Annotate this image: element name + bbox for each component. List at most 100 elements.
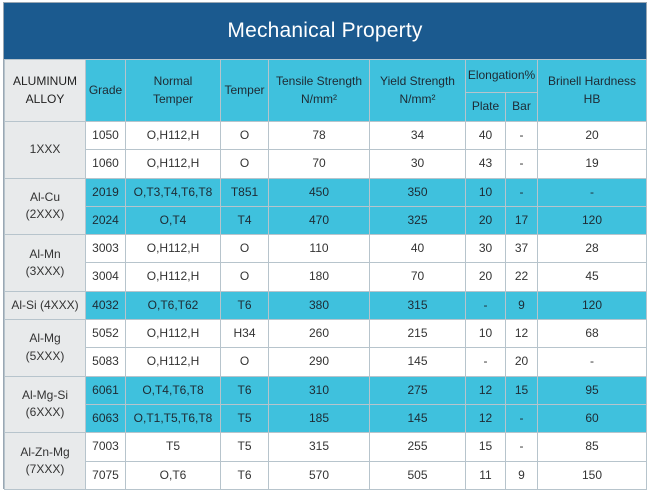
yield-cell: 315 xyxy=(369,290,466,321)
table-row: 2024 O,T4 T4 470 325 20 17 120 xyxy=(5,205,648,236)
table-row: 5083 O,H112,H O 290 145-20- xyxy=(5,347,648,377)
table-row: Al-Si (4XXX) 4032 O,T6,T62 T6 380 315-9 120 xyxy=(4,290,648,321)
grade-cell: 7003 xyxy=(85,432,126,462)
alloy-group-cell: Al-Zn-Mg (7XXX) xyxy=(4,432,86,490)
table-row: 1060 O,H112,H O 70 30 43-19 xyxy=(5,149,648,179)
plate-cell: 20 xyxy=(465,205,506,236)
tensile-cell: 70 xyxy=(268,149,370,179)
plate-cell: 10 xyxy=(465,177,506,207)
property-panel: Mechanical Property ALUMINUM ALLOY Grade … xyxy=(3,2,648,490)
tensile-cell: 380 xyxy=(268,290,370,321)
normal-temper-cell: O,T3,T4,T6,T8 xyxy=(125,177,221,207)
hardness-cell: 20 xyxy=(537,120,648,151)
plate-cell: - xyxy=(465,290,506,321)
tensile-cell: 78 xyxy=(268,120,370,151)
temper-cell: T851 xyxy=(220,177,269,207)
table-row: 7075 O,T6 T6 570 505 11 9 150 xyxy=(5,460,648,490)
normal-temper-cell: O,H112,H xyxy=(125,347,221,377)
table-row: Al-Cu (2XXX) 2019 O,T3,T4,T6,T8 T851 450 350 10… xyxy=(4,177,648,236)
plate-cell: 10 xyxy=(465,319,506,349)
header-grade: Grade xyxy=(85,59,126,122)
grade-cell: 5052 xyxy=(85,319,126,349)
tensile-cell: 315 xyxy=(268,432,370,462)
plate-cell: 12 xyxy=(465,375,506,405)
hardness-cell: - xyxy=(537,177,648,207)
yield-cell: 30 xyxy=(369,149,466,179)
temper-cell: T6 xyxy=(220,460,269,490)
plate-cell: 43 xyxy=(465,149,506,179)
yield-cell: 275 xyxy=(369,375,466,405)
tensile-cell: 450 xyxy=(268,177,370,207)
temper-cell: O xyxy=(220,262,269,292)
table-title: Mechanical Property xyxy=(4,3,646,59)
yield-cell: 70 xyxy=(369,262,466,292)
header-plate: Plate xyxy=(465,92,506,122)
header-aluminum-alloy: ALUMINUM ALLOY xyxy=(4,59,86,122)
hardness-cell: 28 xyxy=(537,234,648,264)
bar-cell: - xyxy=(504,403,539,434)
bar-cell: - xyxy=(504,177,539,207)
hardness-cell: 60 xyxy=(537,403,648,434)
alloy-group-cell: Al-Mg (5XXX) xyxy=(4,319,86,377)
header-bar: Bar xyxy=(504,92,539,122)
yield-cell: 145 xyxy=(369,347,466,377)
hardness-cell: 68 xyxy=(537,319,648,349)
tensile-cell: 290 xyxy=(268,347,370,377)
grade-cell: 1050 xyxy=(85,120,126,151)
grade-cell: 6063 xyxy=(85,403,126,434)
alloy-group-cell: Al-Mn (3XXX) xyxy=(4,234,86,292)
temper-cell: O xyxy=(220,234,269,264)
header-temper: Temper xyxy=(220,59,269,122)
hardness-cell: - xyxy=(537,347,648,377)
table-row: 1XXX 1050 O,H112,H O 78 34 40-20 xyxy=(4,120,648,179)
yield-cell: 34 xyxy=(369,120,466,151)
grade-cell: 7075 xyxy=(85,460,126,490)
hardness-cell: 150 xyxy=(537,460,648,490)
bar-cell: 9 xyxy=(504,460,539,490)
yield-cell: 145 xyxy=(369,403,466,434)
hardness-cell: 95 xyxy=(537,375,648,405)
normal-temper-cell: O,T6,T62 xyxy=(125,290,221,321)
grade-cell: 4032 xyxy=(85,290,126,321)
temper-cell: T6 xyxy=(220,290,269,321)
bar-cell: 17 xyxy=(504,205,539,236)
normal-temper-cell: O,H112,H xyxy=(125,120,221,151)
table-row: Al-Mg-Si (6XXX) 6061 O,T4,T6,T8 T6 310 275 12 15… xyxy=(4,375,648,434)
yield-cell: 255 xyxy=(369,432,466,462)
tensile-cell: 260 xyxy=(268,319,370,349)
plate-cell: - xyxy=(465,347,506,377)
grade-cell: 3004 xyxy=(85,262,126,292)
yield-cell: 215 xyxy=(369,319,466,349)
plate-cell: 30 xyxy=(465,234,506,264)
plate-cell: 20 xyxy=(465,262,506,292)
temper-cell: O xyxy=(220,347,269,377)
temper-cell: H34 xyxy=(220,319,269,349)
bar-cell: 20 xyxy=(504,347,539,377)
bar-cell: - xyxy=(504,149,539,179)
hardness-cell: 19 xyxy=(537,149,648,179)
yield-cell: 40 xyxy=(369,234,466,264)
temper-cell: T5 xyxy=(220,403,269,434)
header-brinell-hardness: Brinell Hardness HB xyxy=(537,59,648,122)
table-row: 6063 O,T1,T5,T6,T8 T5 185 145 12-60 xyxy=(5,403,648,434)
tensile-cell: 570 xyxy=(268,460,370,490)
normal-temper-cell: O,H112,H xyxy=(125,234,221,264)
header-elongation: Elongation% xyxy=(464,59,539,93)
plate-cell: 12 xyxy=(465,403,506,434)
alloy-group-cell: Al-Si (4XXX) xyxy=(4,290,86,321)
hardness-cell: 45 xyxy=(537,262,648,292)
bar-cell: 15 xyxy=(504,375,539,405)
table-row: Al-Mn (3XXX) 3003 O,H112,H O 110 40 30 37 28 xyxy=(4,234,648,292)
normal-temper-cell: O,H112,H xyxy=(125,262,221,292)
bar-cell: 22 xyxy=(504,262,539,292)
temper-cell: T5 xyxy=(220,432,269,462)
temper-cell: O xyxy=(220,149,269,179)
table-row: Al-Mg (5XXX) 5052 O,H112,H H34 260 215 10 12 68 xyxy=(4,319,648,377)
normal-temper-cell: O,T4 xyxy=(125,205,221,236)
header-normal-temper: Normal Temper xyxy=(125,59,221,122)
grade-cell: 6061 xyxy=(85,375,126,405)
normal-temper-cell: O,H112,H xyxy=(125,149,221,179)
hardness-cell: 120 xyxy=(537,290,648,321)
alloy-group-cell: 1XXX xyxy=(4,121,86,179)
hardness-cell: 85 xyxy=(537,432,648,462)
